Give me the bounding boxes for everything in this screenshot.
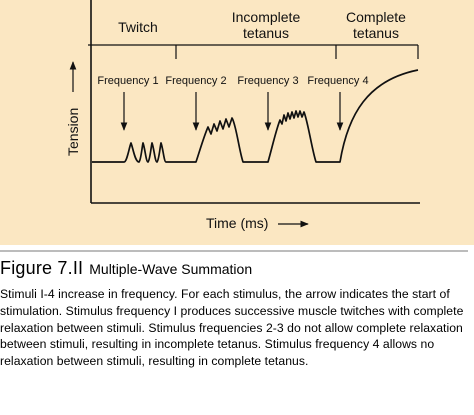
figure-number: Figure 7.II [0,258,84,278]
figure-title: Multiple-Wave Summation [89,261,253,277]
caption-rule [0,250,468,252]
caption-body: Stimuli I-4 increase in frequency. For e… [0,287,464,369]
caption-heading: Figure 7.II Multiple-Wave Summation [0,258,468,279]
x-axis-label: Time (ms) [206,215,268,231]
stimulus-label-4: Frequency 4 [307,75,368,87]
stimulus-label-3: Frequency 3 [237,75,298,87]
region-label-incomplete-1: Incomplete [232,9,301,25]
region-label-incomplete-2: tetanus [243,25,289,41]
region-label-complete-2: tetanus [353,25,399,41]
stimulus-label-1: Frequency 1 [97,75,158,87]
region-label-twitch: Twitch [118,19,158,35]
tension-trace [92,69,419,163]
region-label-complete-1: Complete [346,9,406,25]
stimulus-label-2: Frequency 2 [165,75,226,87]
tension-diagram: Twitch Incomplete tetanus Complete tetan… [65,0,420,231]
figure-panel: Twitch Incomplete tetanus Complete tetan… [0,0,474,245]
y-axis-label: Tension [65,108,81,156]
figure-caption: Figure 7.II Multiple-Wave Summation Stimu… [0,250,468,370]
